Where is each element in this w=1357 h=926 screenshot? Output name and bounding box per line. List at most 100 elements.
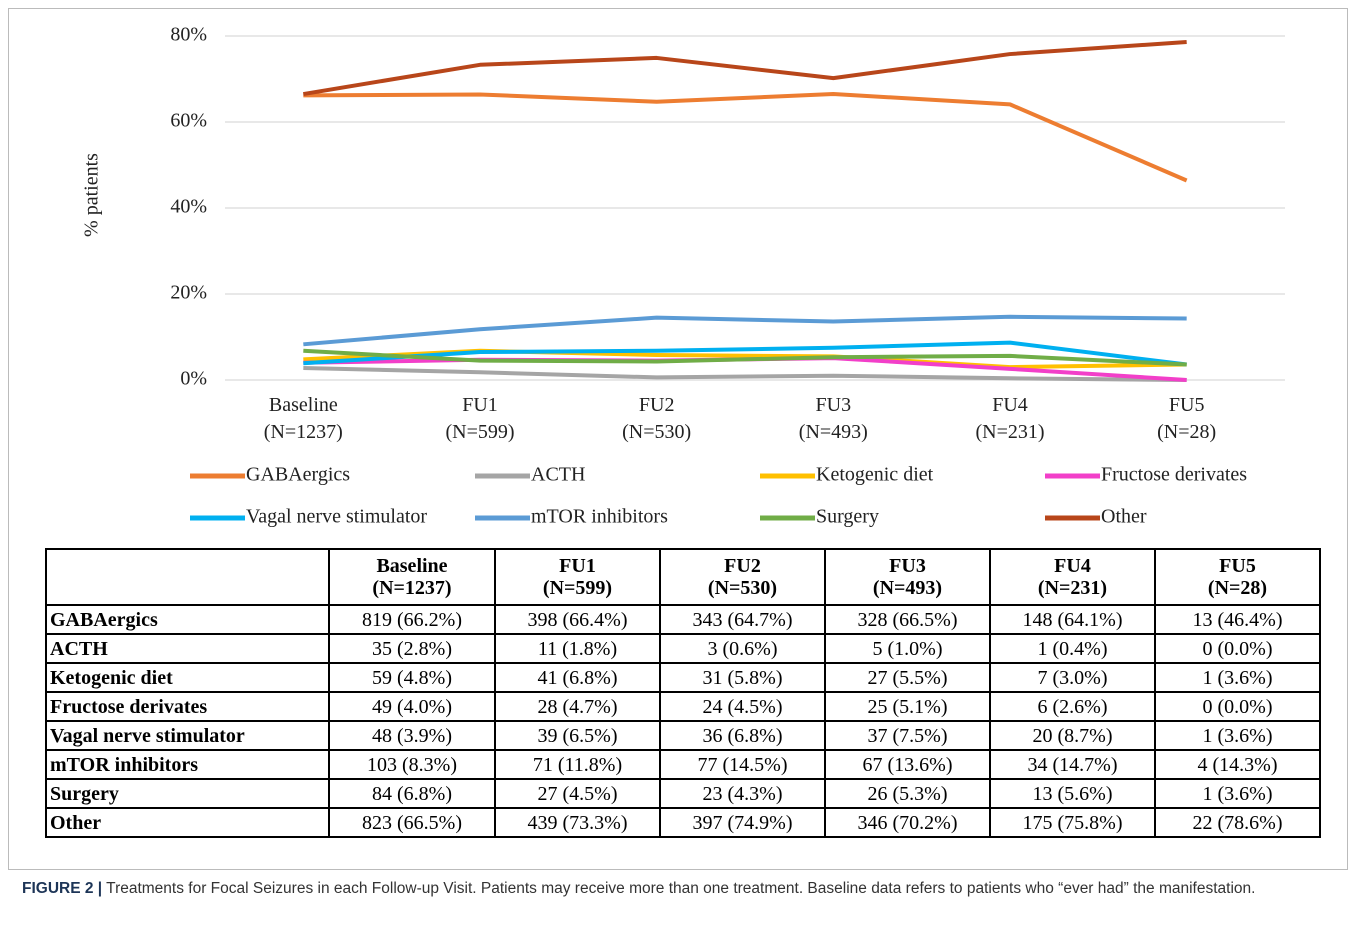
table-cell: 31 (5.8%): [659, 662, 826, 693]
table-cell: 37 (7.5%): [824, 720, 991, 751]
chart: % patients 0% 20% 40% 60% 80% Baseline (N=1237…: [81, 24, 1285, 528]
legend-label: Ketogenic diet: [816, 464, 934, 486]
table-cell: 27 (5.5%): [824, 662, 991, 693]
column-header: FU1 (N=599): [494, 548, 661, 606]
table-cell: 328 (66.5%): [824, 604, 991, 635]
table-cell: 26 (5.3%): [824, 778, 991, 809]
table-row: mTOR inhibitors 103 (8.3%) 71 (11.8%) 77 (1…: [45, 749, 1321, 780]
table-cell: 148 (64.1%): [989, 604, 1156, 635]
y-tick-label: 40%: [170, 196, 207, 218]
table-cell: 1 (3.6%): [1154, 720, 1321, 751]
table-cell: 175 (75.8%): [989, 807, 1156, 838]
series-line: [303, 40, 1187, 97]
table-row: Vagal nerve stimulator 48 (3.9%) 39 (6.5%)…: [45, 720, 1321, 751]
legend-label: Surgery: [816, 506, 879, 528]
legend-label: ACTH: [531, 464, 585, 486]
row-header: ACTH: [45, 633, 330, 664]
x-tick-label: FU3 (N=493): [799, 394, 868, 443]
table-cell: 343 (64.7%): [659, 604, 826, 635]
table-cell: 13 (46.4%): [1154, 604, 1321, 635]
caption-text: Treatments for Focal Seizures in each Fo…: [106, 880, 1256, 897]
x-tick-label: FU1 (N=599): [445, 394, 514, 443]
column-header: FU4 (N=231): [989, 548, 1156, 606]
caption: FIGURE 2 | Treatments for Focal Seizures…: [22, 878, 1342, 899]
table-cell: 6 (2.6%): [989, 691, 1156, 722]
table-cell: 13 (5.6%): [989, 778, 1156, 809]
column-header: FU5 (N=28): [1154, 548, 1321, 606]
table-cell: 819 (66.2%): [328, 604, 496, 635]
table-cell: 77 (14.5%): [659, 749, 826, 780]
table-row: Surgery 84 (6.8%) 27 (4.5%) 23 (4.3%) 26 (5.…: [45, 778, 1321, 809]
table-cell: 41 (6.8%): [494, 662, 661, 693]
table-cell: 1 (3.6%): [1154, 778, 1321, 809]
table-cell: 1 (3.6%): [1154, 662, 1321, 693]
table-cell: 59 (4.8%): [328, 662, 496, 693]
table-cell: 22 (78.6%): [1154, 807, 1321, 838]
table-cell: 39 (6.5%): [494, 720, 661, 751]
table-cell: 24 (4.5%): [659, 691, 826, 722]
table-cell: 398 (66.4%): [494, 604, 661, 635]
row-header: Ketogenic diet: [45, 662, 330, 693]
y-tick-label: 0%: [180, 368, 207, 390]
row-header: Surgery: [45, 778, 330, 809]
table-cell: 5 (1.0%): [824, 633, 991, 664]
series-line: [303, 365, 1187, 382]
table-row: Ketogenic diet 59 (4.8%) 41 (6.8%) 31 (5.8%…: [45, 662, 1321, 693]
series-line: [303, 340, 1187, 367]
x-tick-label: FU4 (N=231): [975, 394, 1044, 443]
table-cell: 67 (13.6%): [824, 749, 991, 780]
series-line: [303, 314, 1187, 347]
series-line: [303, 348, 1187, 367]
table-row: Fructose derivates 49 (4.0%) 28 (4.7%) 24 (…: [45, 691, 1321, 722]
y-axis-label: % patients: [81, 153, 103, 237]
table-cell: 3 (0.6%): [659, 633, 826, 664]
table-cell: 103 (8.3%): [328, 749, 496, 780]
table-cell: 4 (14.3%): [1154, 749, 1321, 780]
y-tick-label: 60%: [170, 110, 207, 132]
column-header: FU3 (N=493): [824, 548, 991, 606]
table-cell: 23 (4.3%): [659, 778, 826, 809]
table-row: Other 823 (66.5%) 439 (73.3%) 397 (74.9%) 34…: [45, 807, 1321, 838]
table-cell: 36 (6.8%): [659, 720, 826, 751]
table-cell: 823 (66.5%): [328, 807, 496, 838]
legend-label: Fructose derivates: [1101, 464, 1247, 486]
legend-label: Vagal nerve stimulator: [246, 506, 427, 528]
column-header: Baseline (N=1237): [328, 548, 496, 606]
row-header: Fructose derivates: [45, 691, 330, 722]
table-cell: 84 (6.8%): [328, 778, 496, 809]
table-cell: 27 (4.5%): [494, 778, 661, 809]
data-table: Baseline (N=1237) FU1 (N=599) FU2 (N=530) F…: [45, 548, 1321, 838]
table-cell: 439 (73.3%): [494, 807, 661, 838]
header-row: Baseline (N=1237) FU1 (N=599) FU2 (N=530) F…: [45, 548, 1321, 606]
table-cell: 346 (70.2%): [824, 807, 991, 838]
row-header: Vagal nerve stimulator: [45, 720, 330, 751]
legend-label: mTOR inhibitors: [531, 506, 668, 528]
legend-label: Other: [1101, 506, 1147, 528]
table-row: ACTH 35 (2.8%) 11 (1.8%) 3 (0.6%) 5 (1.0%) 1 …: [45, 633, 1321, 664]
caption-label: FIGURE 2 |: [22, 880, 103, 897]
legend-label: GABAergics: [246, 464, 350, 486]
x-tick-label: FU2 (N=530): [622, 394, 691, 443]
table-cell: 0 (0.0%): [1154, 691, 1321, 722]
table-cell: 20 (8.7%): [989, 720, 1156, 751]
x-tick-label: FU5 (N=28): [1157, 394, 1216, 443]
column-header: FU2 (N=530): [659, 548, 826, 606]
table-cell: 25 (5.1%): [824, 691, 991, 722]
table-cell: 0 (0.0%): [1154, 633, 1321, 664]
table-cell: 28 (4.7%): [494, 691, 661, 722]
row-header: mTOR inhibitors: [45, 749, 330, 780]
table-cell: 34 (14.7%): [989, 749, 1156, 780]
table-cell: 48 (3.9%): [328, 720, 496, 751]
table-cell: 7 (3.0%): [989, 662, 1156, 693]
frame: [8, 8, 1348, 870]
table-cell: 35 (2.8%): [328, 633, 496, 664]
y-tick-label: 20%: [170, 282, 207, 304]
row-header: Other: [45, 807, 330, 838]
corner-cell: [45, 548, 330, 606]
table-cell: 11 (1.8%): [494, 633, 661, 664]
table-cell: 397 (74.9%): [659, 807, 826, 838]
row-header: GABAergics: [45, 604, 330, 635]
table-cell: 49 (4.0%): [328, 691, 496, 722]
y-tick-label: 80%: [170, 24, 207, 46]
